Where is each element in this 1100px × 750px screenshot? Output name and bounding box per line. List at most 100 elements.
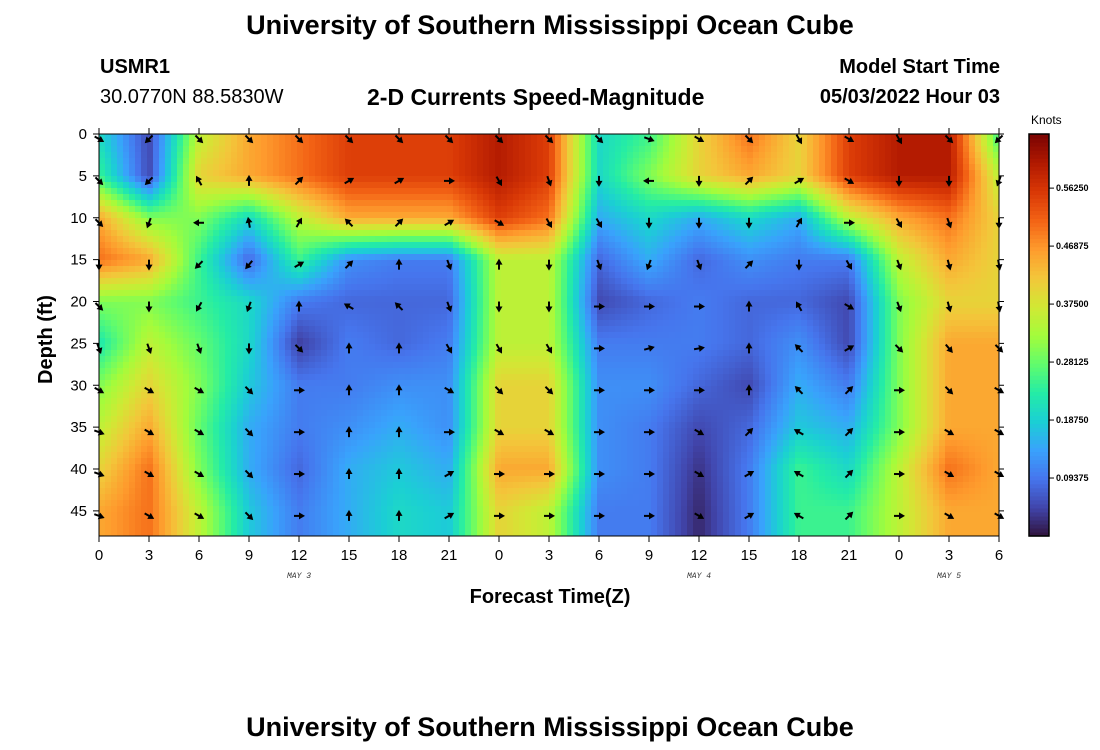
current-arrow xyxy=(343,303,354,310)
current-arrow xyxy=(245,174,253,186)
x-tick-label: 15 xyxy=(341,547,358,564)
current-arrow xyxy=(245,260,253,270)
current-arrow xyxy=(795,134,803,145)
y-tick-label: 0 xyxy=(79,126,87,143)
current-arrow xyxy=(544,512,555,520)
y-tick-label: 25 xyxy=(70,335,87,352)
current-arrow xyxy=(594,428,605,436)
station-coords: 30.0770N 88.5830W xyxy=(100,86,284,108)
current-arrow xyxy=(694,135,705,143)
current-arrow xyxy=(644,512,655,520)
current-arrow xyxy=(643,177,654,185)
current-arrow xyxy=(594,134,604,144)
current-arrow xyxy=(294,344,304,353)
x-tick-label: 0 xyxy=(495,547,503,564)
current-arrow xyxy=(144,386,155,394)
current-arrow xyxy=(494,134,504,144)
current-arrow xyxy=(945,175,953,187)
current-arrow xyxy=(94,302,104,311)
current-arrow xyxy=(294,428,305,436)
x-tick-label: 6 xyxy=(195,547,203,564)
x-axis-label: Forecast Time(Z) xyxy=(469,586,631,608)
current-arrow xyxy=(194,512,205,519)
current-arrow xyxy=(894,428,905,436)
x-tick-label: 18 xyxy=(791,547,808,564)
current-arrow xyxy=(345,384,353,396)
current-arrow xyxy=(93,470,105,478)
current-arrow xyxy=(444,219,455,227)
model-start-label: Model Start Time xyxy=(839,56,1000,78)
current-arrow xyxy=(594,344,605,352)
x-tick-label: 0 xyxy=(895,547,903,564)
x-tick-label: 9 xyxy=(645,547,653,564)
current-arrow xyxy=(245,343,253,355)
current-arrow xyxy=(495,301,503,313)
current-arrow xyxy=(245,301,253,313)
x-tick-label: 0 xyxy=(95,547,103,564)
current-arrow xyxy=(695,259,703,271)
current-arrow xyxy=(744,176,754,186)
y-axis-label: Depth (ft) xyxy=(35,295,57,384)
main-title: University of Southern Mississippi Ocean… xyxy=(246,10,854,40)
current-arrow xyxy=(444,470,455,478)
current-arrow xyxy=(344,177,355,185)
current-arrow xyxy=(294,512,305,520)
current-arrow xyxy=(194,470,205,478)
current-arrow xyxy=(594,512,605,520)
current-arrow xyxy=(844,427,854,437)
current-arrow xyxy=(644,303,655,311)
current-arrow xyxy=(244,427,254,437)
current-arrow xyxy=(794,386,804,395)
current-arrow xyxy=(444,134,454,144)
y-tick-label: 45 xyxy=(70,503,87,520)
current-arrow xyxy=(244,511,254,521)
current-arrow xyxy=(144,470,155,478)
heatmap-cells xyxy=(99,134,1000,537)
current-arrow xyxy=(844,303,855,310)
y-tick-label: 5 xyxy=(79,168,87,185)
current-arrow xyxy=(93,512,105,520)
plot-title: 2-D Currents Speed-Magnitude xyxy=(367,84,705,110)
current-arrow xyxy=(294,134,304,144)
current-arrow xyxy=(695,217,703,229)
current-arrow xyxy=(144,512,155,519)
current-arrow xyxy=(495,176,503,187)
current-arrow xyxy=(744,260,754,269)
current-arrow xyxy=(344,134,354,144)
current-arrow xyxy=(244,386,254,395)
y-tick-label: 15 xyxy=(70,252,87,269)
current-arrow xyxy=(544,134,554,144)
current-arrow xyxy=(545,217,553,228)
current-arrow xyxy=(544,428,555,436)
current-arrow xyxy=(194,428,205,436)
colorbar-tick-label: 0.46875 xyxy=(1056,241,1089,251)
current-arrow xyxy=(445,343,453,354)
current-arrow xyxy=(694,428,705,436)
colorbar-tick-label: 0.56250 xyxy=(1056,183,1089,193)
current-arrow xyxy=(145,301,153,313)
x-tick-label: 21 xyxy=(441,547,458,564)
current-arrow xyxy=(345,342,353,354)
current-arrow xyxy=(545,343,553,354)
current-arrow xyxy=(794,177,805,185)
current-arrow xyxy=(244,469,254,479)
current-arrow xyxy=(544,470,555,478)
current-arrow xyxy=(945,301,953,313)
day-label: MAY 3 xyxy=(287,572,311,581)
day-label: MAY 4 xyxy=(687,572,711,581)
current-arrow xyxy=(895,175,903,187)
current-arrow xyxy=(545,301,553,313)
current-arrow xyxy=(294,176,304,186)
current-arrow xyxy=(194,260,204,269)
y-tick-label: 10 xyxy=(70,210,87,227)
current-arrow xyxy=(745,300,753,312)
day-label: MAY 5 xyxy=(937,572,961,581)
current-arrow xyxy=(694,470,705,478)
current-arrow xyxy=(193,219,204,227)
x-tick-label: 3 xyxy=(145,547,153,564)
current-arrow xyxy=(245,216,253,228)
current-arrow xyxy=(745,342,753,354)
current-arrow xyxy=(445,259,453,271)
current-arrow xyxy=(195,301,203,312)
x-tick-label: 6 xyxy=(595,547,603,564)
